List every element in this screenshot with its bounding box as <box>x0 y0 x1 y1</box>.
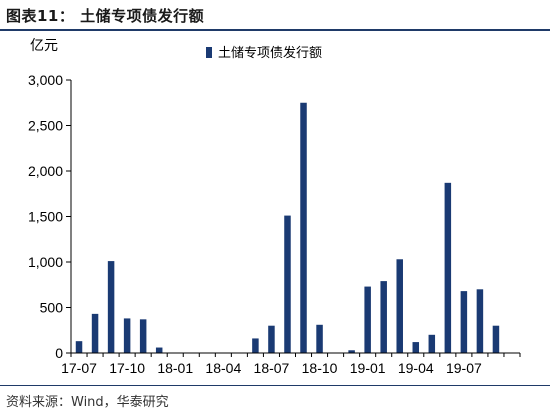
bar-17-07 <box>75 341 83 353</box>
y-tick-label: 1,000 <box>28 254 63 270</box>
x-axis-ticks: 17-07 17-10 18-01 18-04 18-07 18-10 19-01 19-04… <box>61 353 521 376</box>
y-tick-label: 0 <box>55 345 63 361</box>
bar-19-08 <box>476 289 484 353</box>
bar-19-09 <box>492 325 500 353</box>
source-note: 资料来源：Wind，华泰研究 <box>6 395 169 410</box>
x-tick-label: 17-10 <box>109 360 145 376</box>
y-axis-ticks: 0 500 1,000 1,500 2,000 2,500 3,000 <box>28 72 71 361</box>
bar-18-12 <box>348 350 355 353</box>
chart-legend: 土储专项债发行额 <box>206 45 322 60</box>
y-tick-label: 2,000 <box>28 163 63 179</box>
bar-18-10 <box>316 324 323 353</box>
bar-17-11 <box>139 319 147 353</box>
bar-17-12 <box>155 347 163 353</box>
bar-19-01 <box>364 286 371 353</box>
bar-18-07 <box>268 325 275 353</box>
bar-17-10 <box>123 318 131 353</box>
x-tick-label: 17-07 <box>61 360 97 376</box>
x-tick-label: 18-07 <box>254 360 290 376</box>
bar-19-07 <box>460 291 468 353</box>
legend-label: 土储专项债发行额 <box>218 45 322 60</box>
bar-18-09 <box>300 102 307 353</box>
legend-swatch <box>206 47 212 58</box>
bar-17-09 <box>107 261 115 353</box>
title-rule <box>0 29 550 31</box>
source-rule <box>0 385 550 386</box>
x-tick-label: 19-01 <box>350 360 386 376</box>
y-tick-label: 3,000 <box>28 72 63 88</box>
bar-17-08 <box>91 313 99 353</box>
y-tick-label: 500 <box>40 300 64 316</box>
x-tick-label: 18-10 <box>302 360 338 376</box>
bar-18-08 <box>284 215 291 353</box>
y-axis-unit-label: 亿元 <box>30 37 58 53</box>
x-tick-label: 18-01 <box>157 360 193 376</box>
bar-19-03 <box>396 259 403 353</box>
bar-19-06 <box>444 182 452 353</box>
x-tick-label: 19-07 <box>446 360 482 376</box>
bar-18-06 <box>252 338 259 353</box>
bar-19-05 <box>428 334 436 353</box>
bar-series <box>75 102 500 353</box>
x-tick-label: 19-04 <box>398 360 434 376</box>
bar-19-04 <box>412 342 420 353</box>
bar-19-02 <box>380 281 387 353</box>
figure-title: 图表11： 土储专项债发行额 <box>6 7 205 25</box>
y-tick-label: 1,500 <box>28 209 63 225</box>
x-tick-label: 18-04 <box>205 360 241 376</box>
y-tick-label: 2,500 <box>28 118 63 134</box>
